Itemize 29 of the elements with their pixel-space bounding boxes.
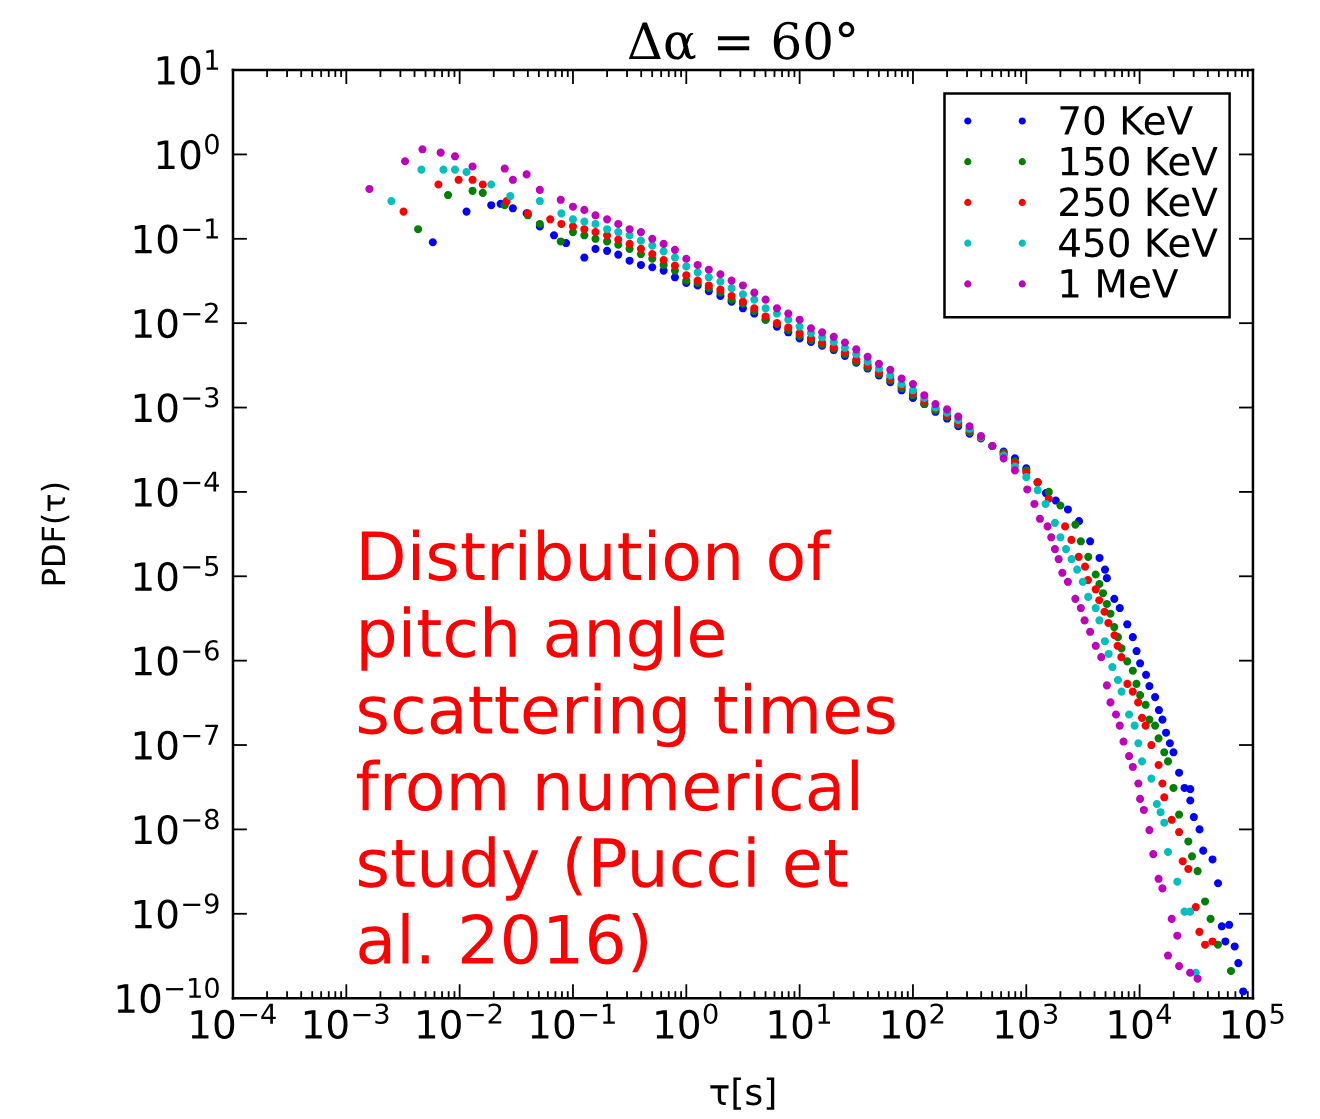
annotation: Distribution of pitch angle scattering times from numerical study (Pucci et al. 2016)	[356, 529, 895, 973]
x-tick-label: 10$^{5}$	[1222, 1003, 1284, 1040]
y-tick-label: 10$^{−5}$	[134, 556, 219, 592]
y-tick-label: 10$^{−8}$	[134, 808, 219, 845]
legend-label: 450 KeV	[1059, 227, 1218, 258]
y-tick-label: 10$^{0}$	[157, 133, 219, 170]
x-tick-label: 10$^{−3}$	[304, 1003, 389, 1040]
legend-label: 70 KeV	[1060, 105, 1193, 136]
x-axis-title: τ[s]	[710, 1077, 775, 1110]
y-tick-label: 10$^{−9}$	[134, 893, 219, 929]
x-tick-label: 10$^{−1}$	[531, 1003, 615, 1040]
x-tick-label: 10$^{3}$	[996, 1003, 1058, 1040]
x-tick-label: 10$^{2}$	[883, 1003, 944, 1040]
legend-label: 150 KeV	[1061, 146, 1218, 176]
chart-title: Δα = 60°	[628, 21, 855, 60]
x-tick-label: 10$^{0}$	[656, 1003, 718, 1040]
y-tick-label: 10$^{−1}$	[134, 218, 218, 254]
y-tick-label: 10$^{−7}$	[134, 724, 219, 761]
y-tick-label: 10$^{1}$	[157, 49, 219, 86]
y-axis-title: PDF(τ)	[40, 483, 70, 585]
x-tick-label: 10$^{4}$	[1109, 1003, 1172, 1040]
x-tick-label: 10$^{−2}$	[418, 1003, 502, 1040]
y-tick-label: 10$^{−6}$	[134, 640, 219, 676]
y-tick-label: 10$^{−4}$	[134, 471, 219, 507]
y-tick-label: 10$^{−2}$	[134, 302, 218, 339]
y-tick-label: 10$^{−3}$	[134, 386, 219, 423]
legend-label: 250 KeV	[1060, 187, 1218, 217]
legend-label: 1 MeV	[1061, 269, 1179, 299]
x-tick-label: 10$^{1}$	[769, 1003, 831, 1040]
